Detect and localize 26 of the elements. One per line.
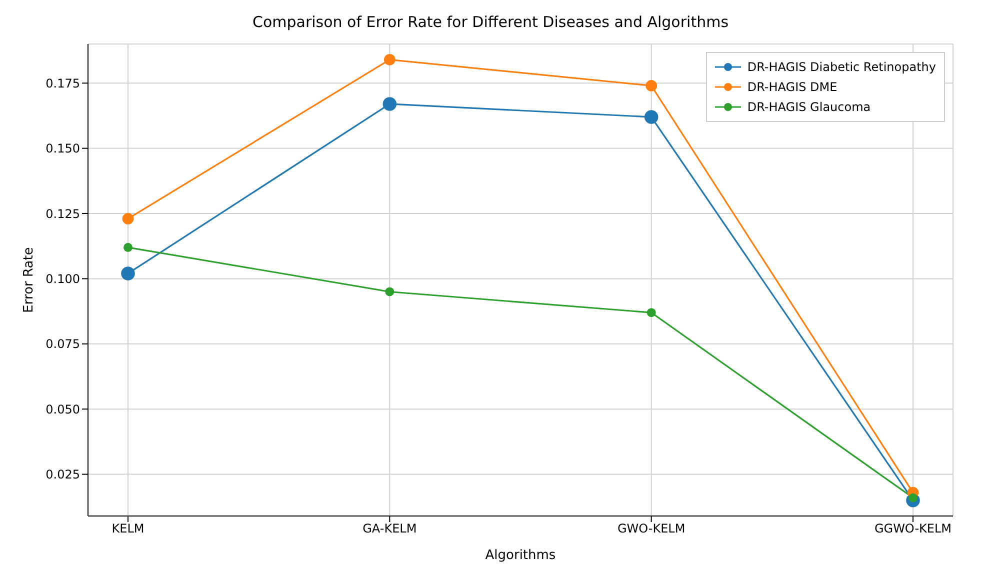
x-tick-label: GA-KELM [362, 522, 417, 536]
y-tick-label: 0.025 [46, 468, 80, 482]
point [646, 308, 656, 318]
point [646, 80, 658, 92]
point [124, 242, 132, 252]
legend-label: DR-HAGIS DME [747, 80, 838, 94]
y-tick-label: 0.125 [46, 206, 80, 221]
y-tick-label: 0.050 [46, 402, 80, 416]
y-axis-title: Error Rate [22, 247, 37, 313]
point [644, 110, 658, 124]
legend-label: DR-HAGIS Diabetic Retinopathy [747, 60, 936, 74]
point [122, 213, 134, 224]
y-tick-label: 0.100 [46, 272, 80, 286]
x-tick-label: GGWO-KELM [874, 522, 952, 536]
point [121, 266, 135, 280]
legend-label: DR-HAGIS Glaucoma [747, 100, 871, 114]
x-tick-label: GWO-KELM [617, 522, 686, 536]
x-axis-title: Algorithms [485, 548, 556, 563]
point [384, 54, 396, 66]
y-tick-label: 0.075 [46, 337, 80, 352]
y-tick-label: 0.150 [46, 142, 80, 156]
x-tick-label: KELM [112, 522, 144, 536]
point [382, 97, 397, 111]
point [385, 287, 394, 296]
chart-title: Comparison of Error Rate for Different Diseases and Algorithms [251, 12, 730, 33]
y-tick-label: 0.175 [46, 76, 80, 90]
